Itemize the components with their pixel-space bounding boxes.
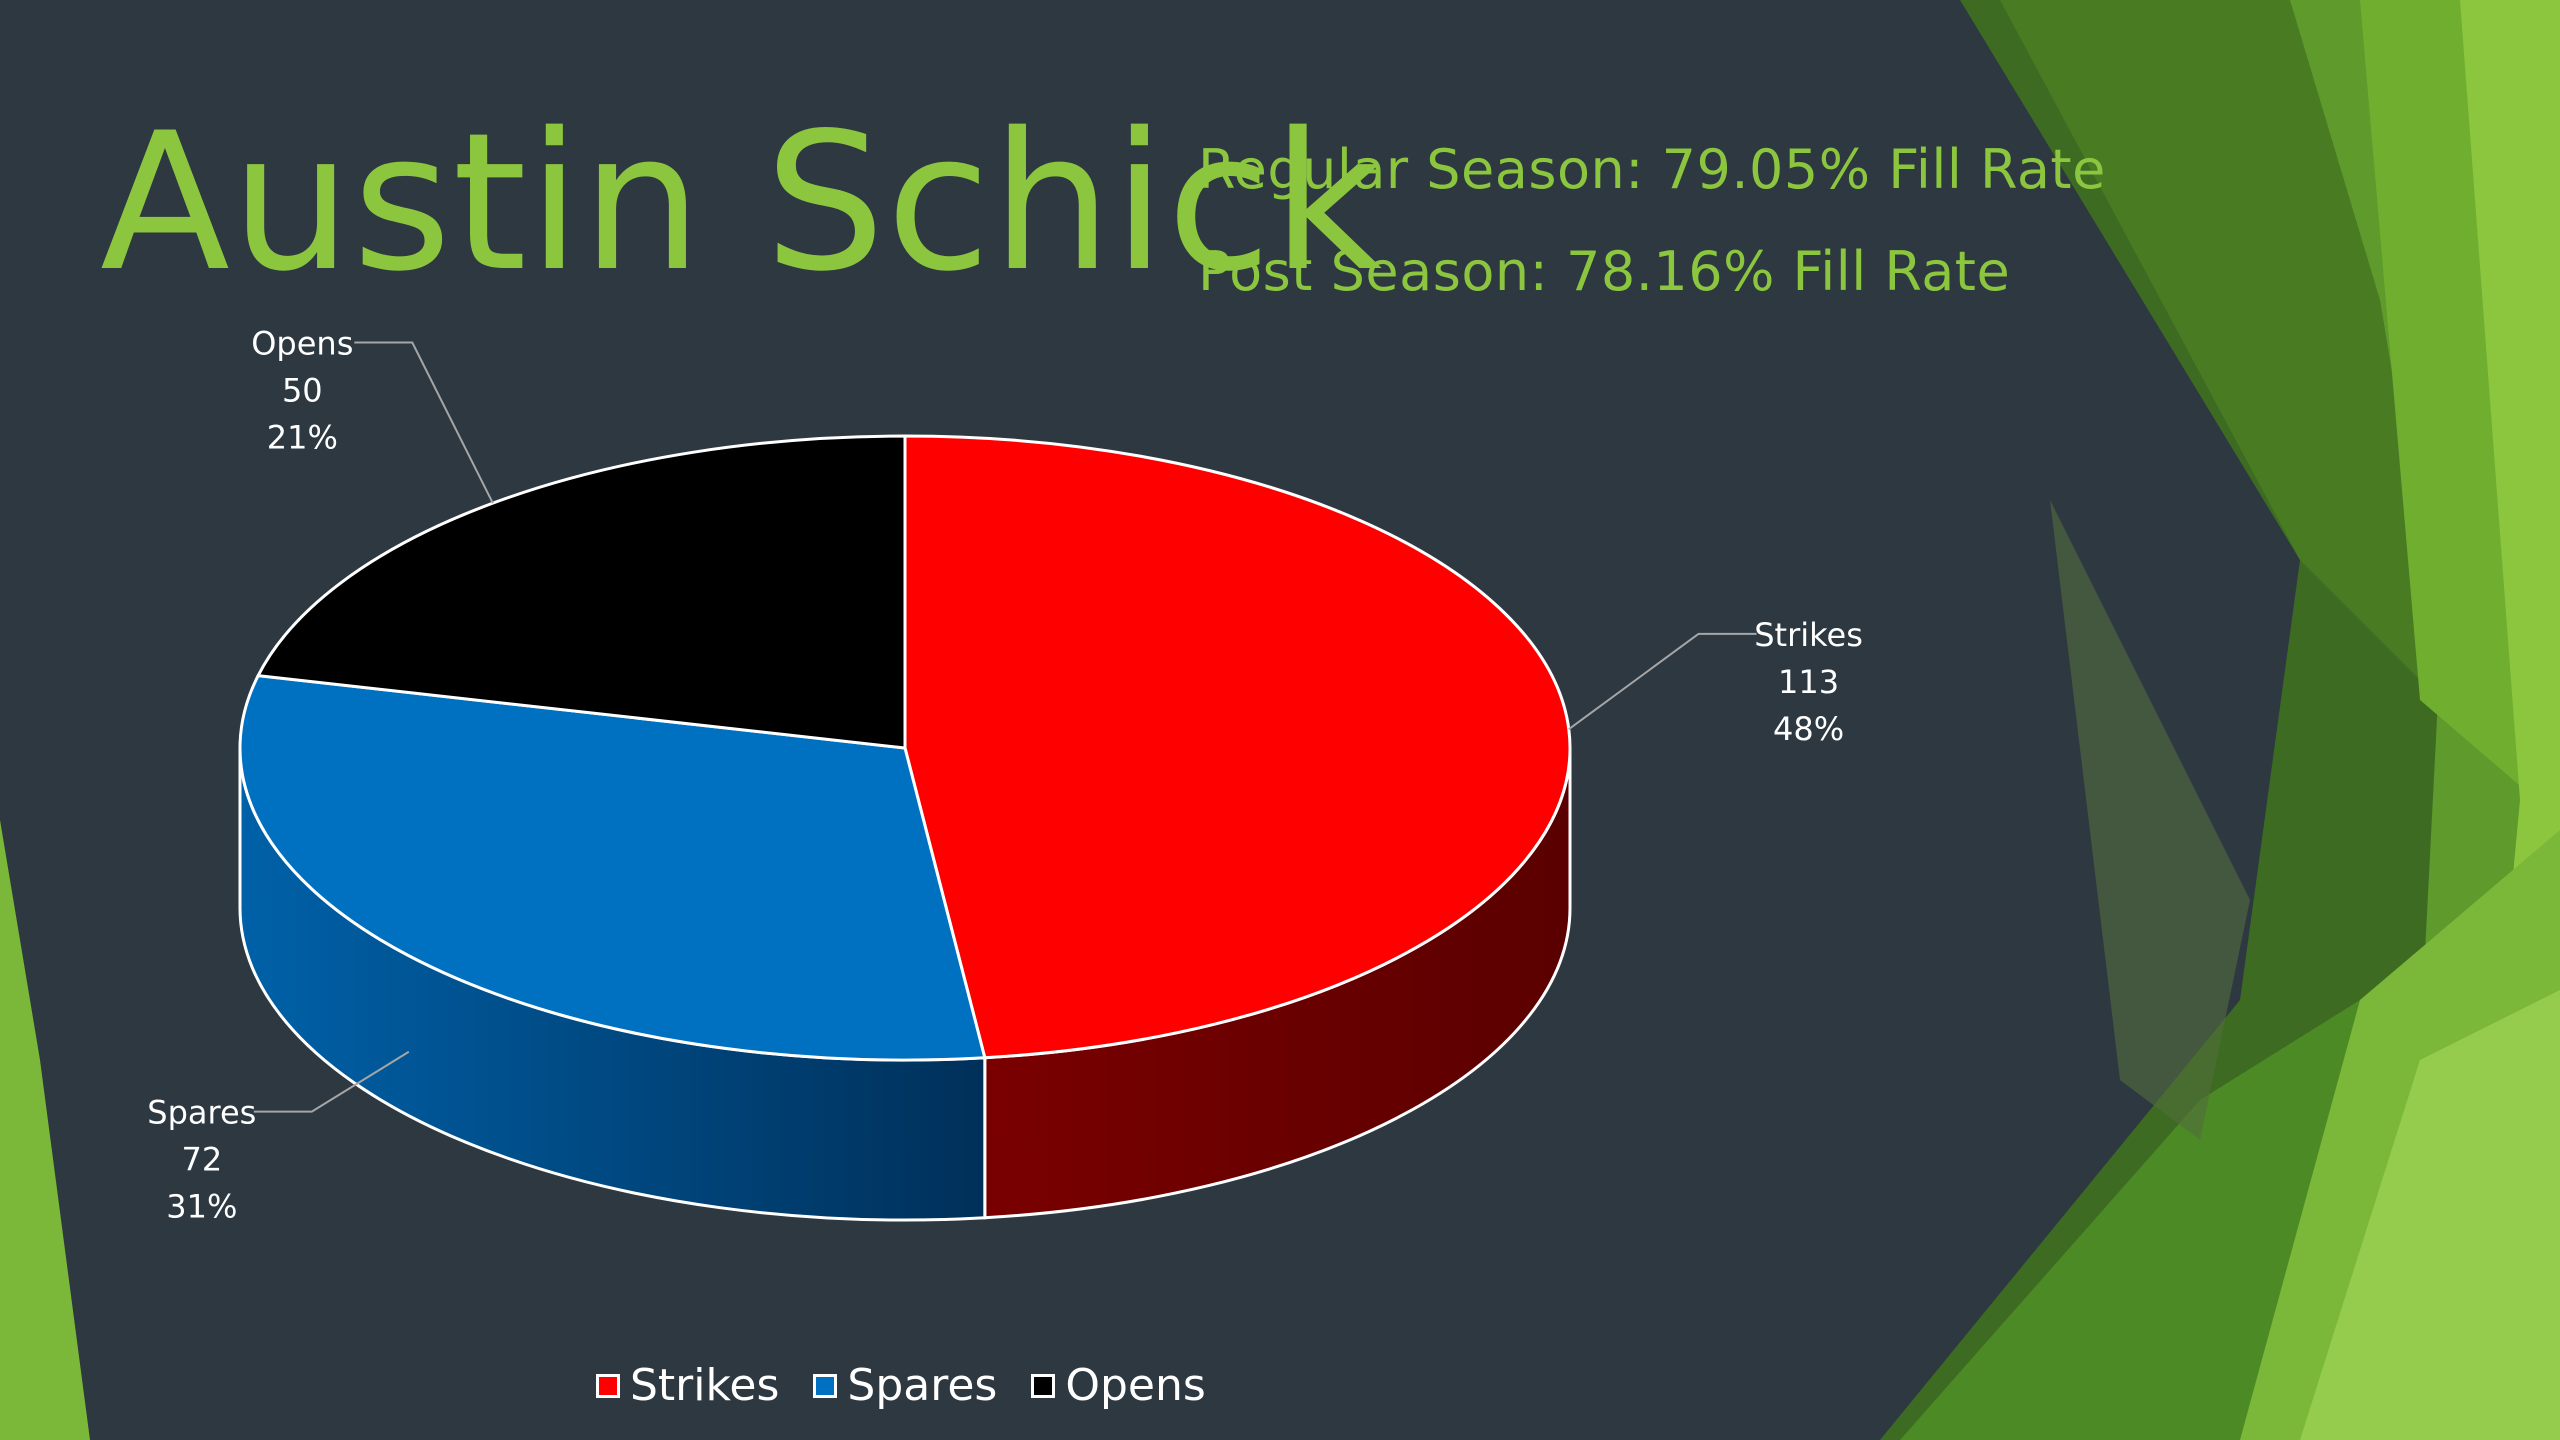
data-label-value-strikes: 113 (1778, 663, 1839, 701)
legend-label-strikes: Strikes (630, 1360, 780, 1411)
data-label-category-opens: Opens (251, 325, 353, 363)
legend-item-opens: Opens (1031, 1360, 1206, 1411)
data-label-category-strikes: Strikes (1754, 616, 1863, 654)
legend-label-opens: Opens (1065, 1360, 1206, 1411)
regular-season-stat: Regular Season: 79.05% Fill Rate (1198, 138, 2106, 201)
data-label-value-opens: 50 (282, 372, 323, 410)
bg-facet (0, 820, 90, 1440)
data-label-percent-opens: 21% (267, 419, 338, 457)
legend-item-strikes: Strikes (596, 1360, 779, 1411)
pie-slices (238, 434, 1572, 1062)
data-label-percent-spares: 31% (166, 1188, 237, 1226)
bg-facet (2050, 500, 2250, 1140)
pie-slice-spares (238, 674, 987, 1062)
bg-facet (2000, 0, 2440, 700)
page-title: Austin Schick (100, 92, 1384, 313)
data-label-percent-strikes: 48% (1773, 710, 1844, 748)
bg-facet (1900, 1000, 2360, 1440)
legend-item-spares: Spares (813, 1360, 997, 1411)
leader-line-spares (253, 1050, 410, 1113)
legend-swatch-spares (813, 1373, 838, 1398)
data-label-value-spares: 72 (181, 1141, 222, 1179)
leader-line-strikes (1568, 632, 1757, 731)
legend-swatch-opens (1031, 1373, 1056, 1398)
chart-legend: Strikes Spares Opens (596, 1360, 1206, 1411)
legend-label-spares: Spares (847, 1360, 998, 1411)
bg-facet (2300, 990, 2560, 1440)
leader-line-opens (354, 341, 494, 504)
legend-swatch-strikes (596, 1373, 620, 1398)
pie-slice-strikes (903, 434, 1572, 1060)
pie-labels: Strikes 113 48% Spares 72 31% Opens 50 21% (147, 325, 1863, 1226)
data-label-category-spares: Spares (147, 1094, 256, 1132)
post-season-stat: Post Season: 78.16% Fill Rate (1198, 240, 2011, 303)
